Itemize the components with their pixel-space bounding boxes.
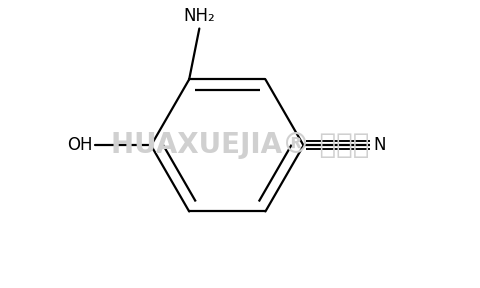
Text: OH: OH	[67, 137, 93, 154]
Text: NH₂: NH₂	[183, 7, 215, 25]
Text: HUAXUEJIA® 化学加: HUAXUEJIA® 化学加	[111, 131, 369, 160]
Text: N: N	[373, 137, 386, 154]
